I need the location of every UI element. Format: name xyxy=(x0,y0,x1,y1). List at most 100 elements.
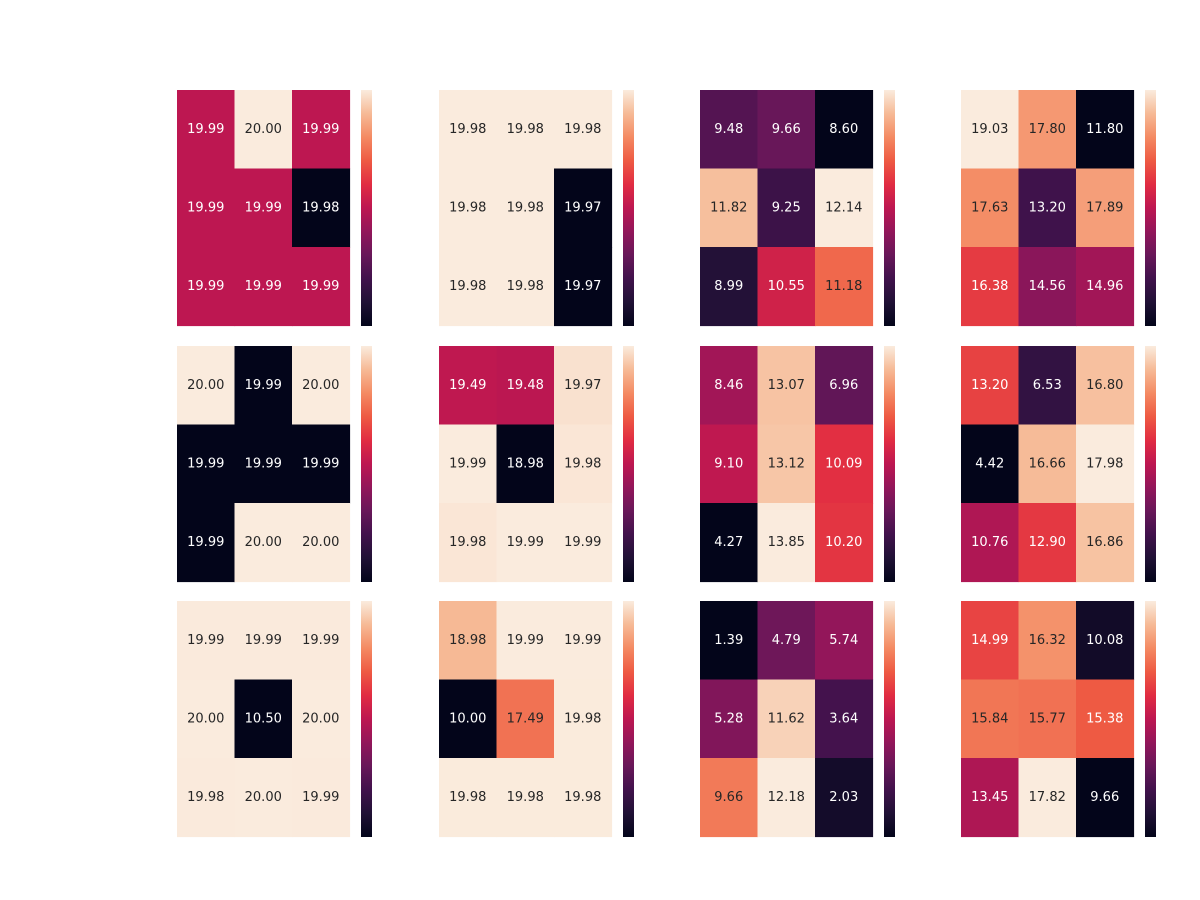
heatmap-cell xyxy=(757,168,816,248)
heatmap-cell-label: 19.99 xyxy=(302,456,339,471)
heatmap-cell xyxy=(815,247,874,327)
heatmap-cell xyxy=(1018,424,1077,504)
heatmap-cell xyxy=(757,424,816,504)
colorbar xyxy=(884,346,895,582)
heatmap-cell-label: 12.18 xyxy=(768,790,805,805)
heatmap-cell xyxy=(1018,247,1077,327)
heatmap-cell-label: 19.99 xyxy=(245,633,282,648)
heatmap-cell xyxy=(700,424,759,504)
heatmap-cell-label: 18.98 xyxy=(449,633,486,648)
heatmap-cell-label: 19.98 xyxy=(449,535,486,550)
heatmap-cell-label: 19.98 xyxy=(302,200,339,215)
heatmap-cell-label: 10.76 xyxy=(971,535,1008,550)
heatmap-cell-label: 11.80 xyxy=(1086,122,1123,137)
heatmap-cell-label: 19.03 xyxy=(971,122,1008,137)
heatmap-cell xyxy=(757,679,816,759)
heatmap-cell-label: 19.99 xyxy=(564,633,601,648)
heatmap-cell-label: 19.48 xyxy=(507,378,544,393)
heatmap-cell-label: 19.98 xyxy=(449,279,486,294)
heatmap-cell-label: 20.00 xyxy=(245,535,282,550)
heatmap-cell xyxy=(292,247,351,327)
heatmap-cell-label: 19.99 xyxy=(187,279,224,294)
heatmap-cell xyxy=(439,424,498,504)
heatmap-cell-label: 13.45 xyxy=(971,790,1008,805)
heatmap-cell xyxy=(700,758,759,838)
heatmap-cell xyxy=(961,503,1020,583)
heatmap-cell-label: 19.99 xyxy=(507,633,544,648)
heatmap-cell xyxy=(439,247,498,327)
heatmap-cell xyxy=(554,90,613,170)
heatmap-cell xyxy=(700,679,759,759)
heatmap-cell-label: 9.25 xyxy=(772,200,801,215)
heatmap-panel-11: 1.39 4.79 5.74 5.28 11.62 3.64 9.66 12.18 2.03 xyxy=(700,601,895,838)
heatmap-cell-label: 16.66 xyxy=(1029,456,1066,471)
colorbar xyxy=(623,346,634,582)
colorbar xyxy=(1145,601,1156,837)
heatmap-cell xyxy=(815,679,874,759)
colorbar xyxy=(623,90,634,326)
heatmap-cell-label: 19.99 xyxy=(245,200,282,215)
heatmap-cell xyxy=(234,758,293,838)
heatmap-cell-label: 2.03 xyxy=(829,790,858,805)
heatmap-cell xyxy=(1018,90,1077,170)
heatmap-cell xyxy=(815,758,874,838)
heatmap-cell xyxy=(234,247,293,327)
heatmap-cell xyxy=(1076,758,1135,838)
heatmap-cell xyxy=(1076,679,1135,759)
heatmap-cell xyxy=(554,758,613,838)
heatmap-cell-label: 19.98 xyxy=(507,279,544,294)
colorbar xyxy=(361,90,372,326)
heatmap-cell xyxy=(757,503,816,583)
heatmap-cell-label: 17.98 xyxy=(1086,456,1123,471)
heatmap-cell xyxy=(554,503,613,583)
heatmap-cell xyxy=(439,346,498,426)
heatmap-cell xyxy=(700,601,759,681)
heatmap-cell xyxy=(700,247,759,327)
heatmap-cell xyxy=(700,168,759,248)
heatmap-cell xyxy=(815,424,874,504)
heatmap-cell xyxy=(234,503,293,583)
heatmap-cell xyxy=(757,247,816,327)
heatmap-cell-label: 19.97 xyxy=(564,378,601,393)
heatmap-cell xyxy=(757,601,816,681)
heatmap-cell xyxy=(961,346,1020,426)
heatmap-cell-label: 15.38 xyxy=(1086,711,1123,726)
heatmap-panel-1: 19.99 20.00 19.99 19.99 19.99 19.98 19.99 19.99… xyxy=(177,90,372,327)
heatmap-cell xyxy=(292,679,351,759)
heatmap-cell xyxy=(496,168,555,248)
heatmap-cell xyxy=(496,503,555,583)
heatmap-panel-4: 19.03 17.80 11.80 17.63 13.20 17.89 16.38 14.56… xyxy=(961,90,1156,327)
heatmap-cell xyxy=(1076,601,1135,681)
heatmap-cell-label: 6.96 xyxy=(829,378,858,393)
heatmap-cell-label: 16.38 xyxy=(971,279,1008,294)
heatmap-cell-label: 9.66 xyxy=(714,790,743,805)
heatmap-cell xyxy=(177,424,236,504)
heatmap-cell-label: 19.97 xyxy=(564,279,601,294)
heatmap-cell-label: 18.98 xyxy=(507,456,544,471)
heatmap-cell xyxy=(177,247,236,327)
heatmap-panel-6: 19.49 19.48 19.97 19.99 18.98 19.98 19.98 19.99… xyxy=(439,346,634,583)
heatmap-cell-label: 8.46 xyxy=(714,378,743,393)
heatmap-cell xyxy=(961,168,1020,248)
heatmap-cell xyxy=(177,346,236,426)
heatmap-cell-label: 19.99 xyxy=(245,279,282,294)
heatmap-cell xyxy=(757,758,816,838)
heatmap-cell xyxy=(1076,168,1135,248)
heatmap-cell-label: 5.28 xyxy=(714,711,743,726)
heatmap-cell-label: 1.39 xyxy=(714,633,743,648)
heatmap-cell-label: 19.98 xyxy=(507,122,544,137)
heatmap-cell xyxy=(815,601,874,681)
heatmap-cell xyxy=(961,424,1020,504)
heatmap-cell xyxy=(961,247,1020,327)
heatmap-cell xyxy=(700,503,759,583)
heatmap-cell-label: 20.00 xyxy=(302,378,339,393)
heatmap-cell xyxy=(496,424,555,504)
heatmap-cell-label: 3.64 xyxy=(829,711,858,726)
heatmap-cell-label: 16.86 xyxy=(1086,535,1123,550)
colorbar xyxy=(1145,346,1156,582)
heatmap-cell xyxy=(815,503,874,583)
heatmap-cell-label: 9.66 xyxy=(772,122,801,137)
heatmap-cell xyxy=(496,90,555,170)
heatmap-cell xyxy=(554,346,613,426)
